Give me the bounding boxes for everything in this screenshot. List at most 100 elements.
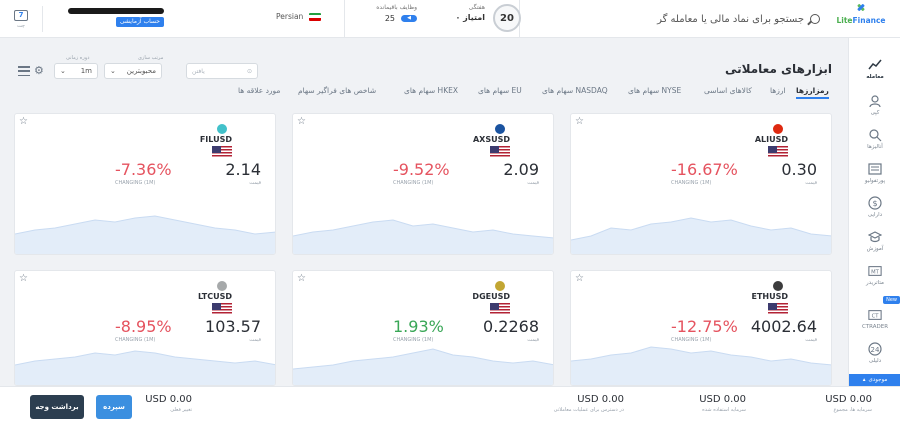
tab-crypto[interactable]: رمزارزها [796,86,829,99]
sidebar-item-ctrader[interactable]: New CT CTRADER [849,296,900,336]
stat-value: USD 0.00 [825,394,872,405]
axs-icon [495,124,505,134]
svg-text:24: 24 [871,346,880,354]
sidebar-item-analytics[interactable]: آنالیزها [849,122,900,156]
sidebar-item-assets[interactable]: $ دارایی [849,190,900,224]
sort-select[interactable]: ⌄ محبوبترین [104,63,162,79]
category-tabs: مورد علاقه ها شاخص های فراگیر سهام سهام … [238,86,834,102]
sidebar-item-other[interactable]: 24 دلیلی [849,336,900,370]
sidebar-label: متاتریدر [866,280,884,286]
list-view-icon[interactable] [18,66,30,76]
sparkline-chart [293,219,553,254]
instrument-price: 2.14 [225,160,261,179]
balance-toggle[interactable]: ▴ موجودی [849,374,900,386]
education-icon [868,230,882,244]
chat-button[interactable]: 7 چت [6,5,36,33]
favorite-star-icon[interactable]: ☆ [19,273,28,284]
language-label: Persian [276,12,304,21]
stat-value: USD 0.00 [577,394,624,405]
sidebar-item-portfolio[interactable]: پورتفولیو [849,156,900,190]
favorite-star-icon[interactable]: ☆ [575,273,584,284]
demo-account-badge: حساب آزمایشی [115,17,164,27]
us-flag-icon [212,303,232,315]
sparkline-chart [15,350,275,385]
global-search-input[interactable]: جستجو برای نماد مالی یا معامله گر [657,13,804,25]
balance-toggle-label: موجودی [868,377,888,383]
gear-icon[interactable]: ⚙ [34,64,44,77]
sidebar-label: معامله [866,74,884,80]
chart-icon [868,58,882,72]
bottom-bar: برداشت وجه سپرده USD 0.00 تغییر فعلی USD… [0,386,900,426]
language-selector[interactable]: Persian [276,12,322,21]
level-badge[interactable]: 20 [493,4,521,32]
rewards-panel[interactable]: وظایف باقیمانده 25 ◀ هفتگی ۰ امتیاز 20 [344,0,521,38]
tasks-count: 25 [384,14,395,23]
instrument-card[interactable]: ☆ DGEUSD 0.2268 قیمت 1.93% CHANGING (1M) [292,270,554,386]
tab-stock-indices[interactable]: شاخص های فراگیر سهام [298,86,377,95]
price-label: قیمت [527,180,539,186]
change-label: CHANGING (1M) [393,337,434,343]
sparkline-chart [571,346,831,385]
instrument-change: -8.95% [115,317,172,336]
weekly-title: هفتگی [468,4,485,11]
chevron-down-icon: ⌄ [60,67,66,75]
favorite-star-icon[interactable]: ☆ [575,116,584,127]
instrument-search-input[interactable]: یافتن [192,67,205,75]
stat-current-change: USD 0.00 تغییر فعلی [140,394,192,413]
change-label: CHANGING (1M) [671,180,712,186]
sidebar-item-metatrader[interactable]: MT متاتریدر [849,258,900,292]
tab-eu[interactable]: سهام های EU [478,86,522,95]
price-label: قیمت [527,337,539,343]
instrument-card[interactable]: ☆ AXSUSD 2.09 قیمت -9.52% CHANGING (1M) [292,113,554,255]
chat-label: چت [16,22,25,29]
period-select[interactable]: ⌄ 1m [54,63,98,79]
tab-hkex[interactable]: سهام های HKEX [404,86,458,95]
svg-text:MT: MT [871,270,880,276]
stat-used-capital: USD 0.00 سرمایه استفاده شده [660,394,746,413]
litefinance-logo[interactable]: LiteFinance [826,3,896,33]
global-search[interactable]: جستجو برای نماد مالی یا معامله گر [628,10,820,28]
other-icon: 24 [868,342,882,356]
deposit-button[interactable]: سپرده [96,395,132,419]
sidebar-item-trade[interactable]: معامله [849,52,900,86]
new-badge: New [883,296,900,304]
chat-icon: 7 [14,9,28,21]
account-name-redacted [68,8,164,14]
stat-value: USD 0.00 [145,394,192,405]
instrument-card[interactable]: ☆ FILUSD 2.14 قیمت -7.36% CHANGING (1M) [14,113,276,255]
tab-currencies[interactable]: ارزها [770,86,786,95]
tab-commodities[interactable]: کالاهای اساسی [704,86,752,95]
instrument-symbol: LTCUSD [198,292,232,301]
favorite-star-icon[interactable]: ☆ [19,116,28,127]
weekly-points-value: ۰ امتیاز [455,13,485,22]
favorite-star-icon[interactable]: ☆ [297,116,306,127]
tasks-arrow-icon[interactable]: ◀ [401,15,417,22]
instrument-card[interactable]: ☆ ETHUSD 4002.64 قیمت -12.75% CHANGING (… [570,270,832,386]
sidebar-item-education[interactable]: آموزش [849,224,900,258]
us-flag-icon [768,146,788,158]
instrument-search[interactable]: یافتن ⊙ [186,63,258,79]
tab-nyse[interactable]: سهام های NYSE [628,86,682,95]
tab-favorites[interactable]: مورد علاقه ها [238,86,281,95]
instrument-card[interactable]: ☆ LTCUSD 103.57 قیمت -8.95% CHANGING (1M… [14,270,276,386]
chevron-up-icon: ▴ [862,377,866,383]
us-flag-icon [212,146,232,158]
remaining-tasks[interactable]: وظایف باقیمانده 25 ◀ [359,4,417,23]
stat-total-funds: USD 0.00 سرمایه ها، مجموع [790,394,872,413]
favorite-star-icon[interactable]: ☆ [297,273,306,284]
instrument-symbol: ALIUSD [754,135,788,144]
sidebar-item-copy[interactable]: کپی [849,88,900,122]
instrument-symbol: DGEUSD [472,292,510,301]
withdraw-button[interactable]: برداشت وجه [30,395,84,419]
tab-nasdaq[interactable]: سهام های NASDAQ [542,86,608,95]
price-label: قیمت [249,180,261,186]
instrument-price: 0.2268 [483,317,539,336]
sparkline-chart [15,215,275,254]
account-selector[interactable]: حساب آزمایشی [64,8,164,30]
sidebar-label: دارایی [867,212,883,218]
instrument-card[interactable]: ☆ ALIUSD 0.30 قیمت -16.67% CHANGING (1M) [570,113,832,255]
stat-value: USD 0.00 [699,394,746,405]
instrument-change: 1.93% [393,317,444,336]
sparkline-chart [293,348,553,385]
change-label: CHANGING (1M) [393,180,434,186]
